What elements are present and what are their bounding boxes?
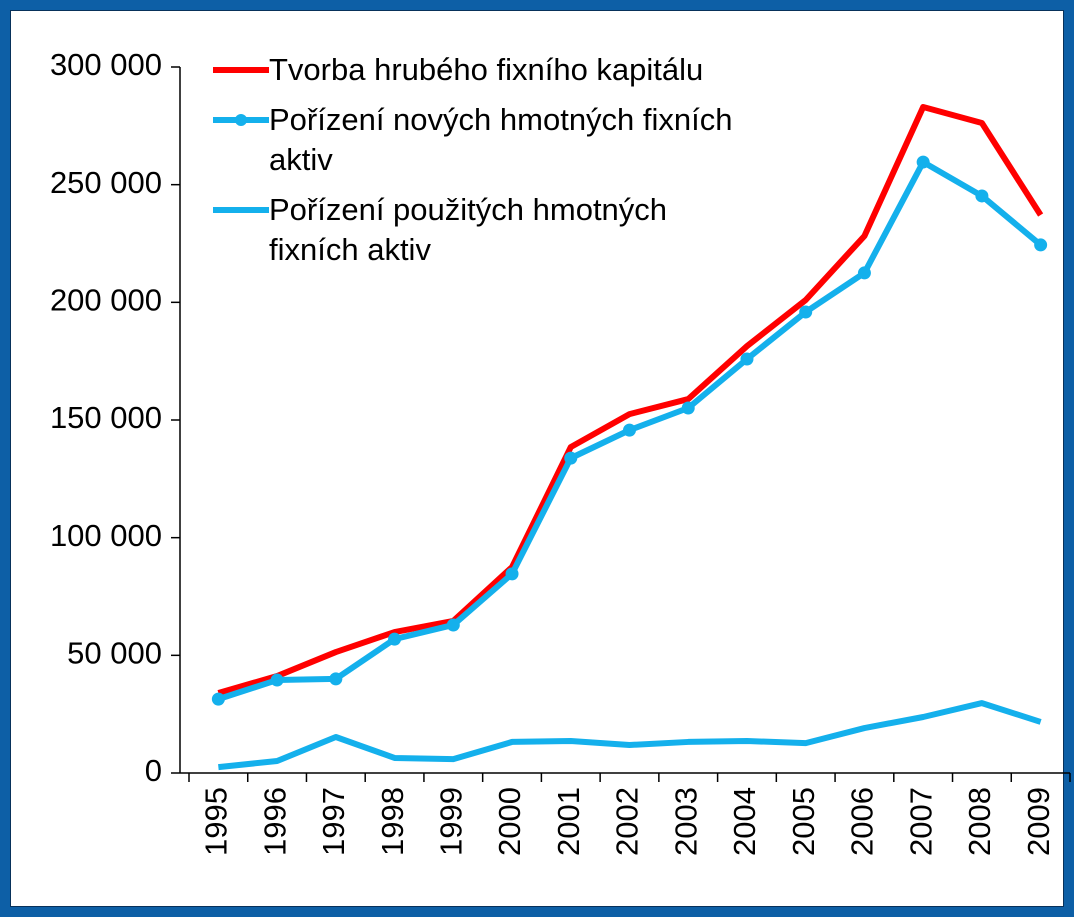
series-marker <box>505 567 519 581</box>
series-marker <box>329 672 343 686</box>
legend-item: Pořízení použitých hmotných fixních akti… <box>213 190 773 270</box>
x-tick-label: 2007 <box>903 787 938 856</box>
y-tick-label: 0 <box>145 753 162 788</box>
series-marker <box>857 266 871 280</box>
x-tick-label: 1998 <box>375 787 410 856</box>
legend-swatch <box>213 50 269 90</box>
x-tick-label: 2009 <box>1021 787 1056 856</box>
legend-label: Pořízení použitých hmotných fixních akti… <box>269 192 668 267</box>
legend-item: Pořízení nových hmotných fixních aktiv <box>213 100 773 180</box>
y-tick-label: 100 000 <box>50 518 162 553</box>
x-tick-label: 2004 <box>727 787 762 856</box>
y-tick-label: 300 000 <box>50 47 162 82</box>
x-tick-label: 2005 <box>786 787 821 856</box>
y-tick-label: 200 000 <box>50 283 162 318</box>
legend: Tvorba hrubého fixního kapitálu Pořízení … <box>213 50 773 280</box>
y-tick-label: 250 000 <box>50 165 162 200</box>
x-tick-label: 1997 <box>316 787 351 856</box>
x-tick-label: 2006 <box>845 787 880 856</box>
series-line <box>217 104 1044 696</box>
series-marker <box>740 352 754 366</box>
series-marker <box>623 423 636 437</box>
series-marker <box>564 451 578 465</box>
legend-swatch <box>213 190 269 230</box>
series-marker <box>1034 238 1048 252</box>
y-tick-label: 50 000 <box>67 636 162 671</box>
legend-item: Tvorba hrubého fixního kapitálu <box>213 50 773 90</box>
x-tick-label: 2008 <box>962 787 997 856</box>
x-tick-label: 2001 <box>551 787 586 856</box>
series-marker <box>211 692 225 706</box>
series-marker <box>916 155 930 169</box>
series-marker <box>681 401 695 415</box>
y-tick-label: 150 000 <box>50 400 162 435</box>
x-tick-label: 2002 <box>610 787 645 856</box>
chart-frame <box>10 10 1064 907</box>
legend-label: Tvorba hrubého fixního kapitálu <box>269 52 704 87</box>
x-tick-label: 1999 <box>433 787 468 856</box>
series-marker <box>446 618 460 632</box>
series-marker <box>388 632 402 646</box>
x-tick-label: 1996 <box>257 787 292 856</box>
legend-label: Pořízení nových hmotných fixních aktiv <box>269 102 733 177</box>
legend-swatch <box>213 100 269 140</box>
x-tick-label: 1995 <box>199 787 234 856</box>
series-marker <box>799 305 813 319</box>
x-tick-label: 2000 <box>492 787 527 856</box>
series-marker <box>270 673 284 687</box>
series-marker <box>975 189 989 203</box>
x-tick-label: 2003 <box>668 787 703 856</box>
series-line <box>218 700 1042 771</box>
